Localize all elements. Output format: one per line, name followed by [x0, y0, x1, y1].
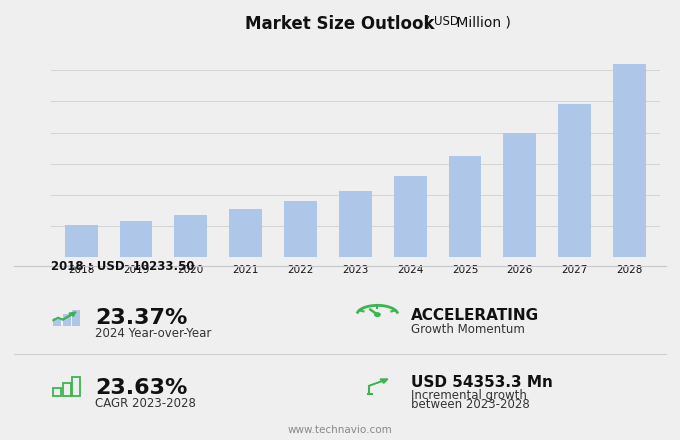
Text: Growth Momentum: Growth Momentum: [411, 323, 525, 337]
Text: 2018 : USD  10233.50: 2018 : USD 10233.50: [51, 260, 194, 274]
Text: 23.63%: 23.63%: [95, 378, 188, 398]
Bar: [120, 220, 152, 257]
Bar: [174, 215, 207, 257]
Bar: [449, 156, 481, 257]
Bar: [65, 225, 98, 257]
Bar: [613, 64, 646, 257]
Text: USD: USD: [434, 15, 459, 29]
Text: (: (: [425, 15, 435, 29]
Text: USD 54353.3 Mn: USD 54353.3 Mn: [411, 375, 554, 390]
Bar: [339, 191, 372, 257]
Text: Market Size Outlook: Market Size Outlook: [245, 15, 435, 33]
Text: 2024 Year-over-Year: 2024 Year-over-Year: [95, 327, 211, 340]
Bar: [558, 104, 591, 257]
Text: Incremental growth: Incremental growth: [411, 389, 527, 403]
Bar: [503, 133, 537, 257]
Text: ACCELERATING: ACCELERATING: [411, 308, 539, 323]
Text: www.technavio.com: www.technavio.com: [288, 425, 392, 435]
Bar: [394, 176, 426, 257]
Text: CAGR 2023-2028: CAGR 2023-2028: [95, 397, 196, 411]
Text: Million ): Million ): [452, 15, 511, 29]
Bar: [229, 209, 262, 257]
Text: 23.37%: 23.37%: [95, 308, 188, 328]
Text: between 2023-2028: between 2023-2028: [411, 398, 530, 411]
Bar: [284, 201, 317, 257]
